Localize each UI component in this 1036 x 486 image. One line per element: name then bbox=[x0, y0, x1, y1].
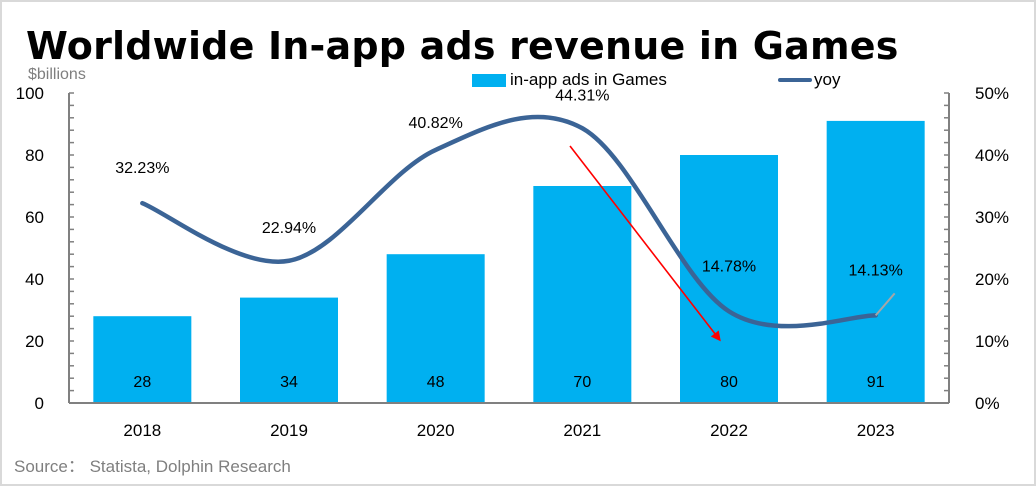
yoy-value-label: 22.94% bbox=[262, 220, 316, 237]
bar-value-label: 34 bbox=[280, 374, 298, 391]
x-tick-label: 2020 bbox=[417, 421, 455, 440]
left-tick-label: 0 bbox=[35, 394, 44, 413]
right-tick-label: 40% bbox=[975, 146, 1009, 165]
axes-group bbox=[68, 92, 950, 404]
x-tick-label: 2018 bbox=[123, 421, 161, 440]
right-tick-label: 20% bbox=[975, 270, 1009, 289]
bar-value-label: 48 bbox=[427, 374, 445, 391]
legend-swatch-bar bbox=[472, 73, 506, 87]
bar-value-label: 80 bbox=[720, 374, 738, 391]
left-tick-label: 60 bbox=[25, 208, 44, 227]
legend-label-bars: in-app ads in Games bbox=[510, 70, 667, 89]
x-tick-label: 2022 bbox=[710, 421, 748, 440]
x-tick-label: 2019 bbox=[270, 421, 308, 440]
right-tick-label: 0% bbox=[975, 394, 1000, 413]
y-axis-unit-label: $billions bbox=[28, 66, 86, 83]
yoy-value-label: 44.31% bbox=[555, 87, 609, 104]
decline-arrow bbox=[569, 145, 721, 342]
yoy-value-label: 32.23% bbox=[115, 160, 169, 177]
left-tick-label: 80 bbox=[25, 146, 44, 165]
legend-item-bars: in-app ads in Games bbox=[472, 70, 667, 90]
left-tick-label: 100 bbox=[16, 84, 44, 103]
chart-title: Worldwide In-app ads revenue in Games bbox=[26, 24, 899, 68]
bar-value-label: 28 bbox=[133, 374, 151, 391]
left-tick-label: 40 bbox=[25, 270, 44, 289]
legend-label-line: yoy bbox=[814, 70, 841, 89]
labels-group: 28 34 48 70 80 91 0 20 40 60 80 100 0% 10% 20% 30% 40% 50… bbox=[16, 84, 1009, 440]
yoy-value-label: 14.78% bbox=[702, 258, 756, 275]
yoy-value-label: 40.82% bbox=[409, 115, 463, 132]
x-tick-label: 2023 bbox=[857, 421, 895, 440]
x-tick-label: 2021 bbox=[563, 421, 601, 440]
legend-swatch-line bbox=[778, 78, 812, 82]
right-tick-label: 30% bbox=[975, 208, 1009, 227]
legend-item-line: yoy bbox=[778, 70, 840, 90]
line-group bbox=[140, 114, 878, 342]
yoy-value-label: 14.13% bbox=[849, 262, 903, 279]
bar-2021 bbox=[533, 186, 632, 403]
right-tick-label: 50% bbox=[975, 84, 1009, 103]
bar-value-label: 70 bbox=[573, 374, 591, 391]
left-tick-label: 20 bbox=[25, 332, 44, 351]
bar-2019 bbox=[240, 297, 338, 403]
yoy-line bbox=[140, 114, 878, 329]
bar-2018 bbox=[93, 316, 192, 403]
source-note: Source： Statista, Dolphin Research bbox=[14, 457, 291, 476]
yoy-leader-line bbox=[874, 292, 896, 317]
bar-2020 bbox=[386, 254, 485, 403]
bars-group bbox=[93, 120, 925, 404]
bar-value-label: 91 bbox=[867, 374, 885, 391]
right-tick-label: 10% bbox=[975, 332, 1009, 351]
bar-2023 bbox=[826, 120, 925, 404]
